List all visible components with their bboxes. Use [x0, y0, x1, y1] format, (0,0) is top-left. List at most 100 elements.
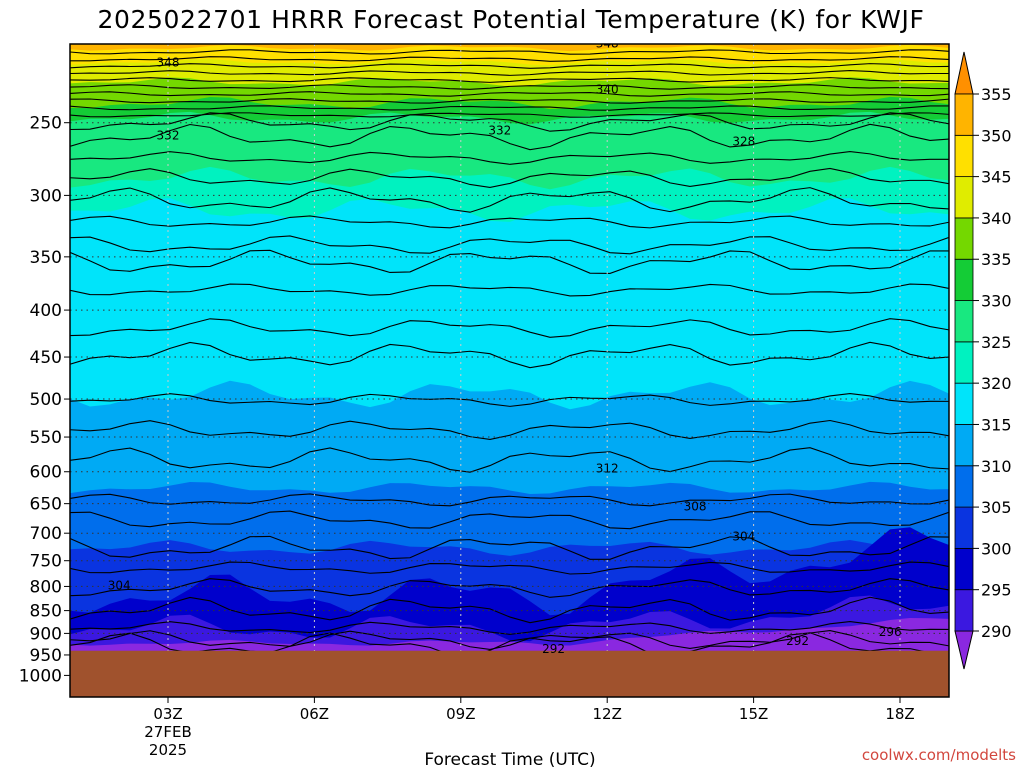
- y-tick-label-950: 950: [30, 646, 62, 666]
- x-date-label-1: 2025: [149, 741, 187, 759]
- y-tick-label-250: 250: [30, 114, 62, 134]
- colorbar-segment-12: [954, 93, 974, 136]
- contour-line-22: [70, 419, 949, 440]
- colorbar-segment-2: [954, 506, 974, 549]
- x-axis-label: Forecast Time (UTC): [424, 750, 595, 768]
- contour-line-4: [70, 77, 949, 83]
- contour-line-21: [70, 393, 949, 407]
- chart-title: 2025022701 HRRR Forecast Potential Tempe…: [98, 5, 925, 34]
- colorbar-label-300: 300: [981, 539, 1012, 558]
- colorbar-segment-4: [954, 424, 974, 467]
- contour-line-11: [70, 123, 949, 151]
- contour-label-15: 292: [542, 642, 565, 656]
- contour-line-0: [70, 49, 949, 55]
- colorbar: 355 350 345 340 335 330 325 320 315 310 305 300 295 2…: [954, 51, 1012, 670]
- contour-line-13: [70, 167, 949, 188]
- colorbar-label-340: 340: [981, 209, 1012, 228]
- contour-line-2: [70, 63, 949, 69]
- colorbar-label-355: 355: [981, 85, 1012, 104]
- colorbar-label-345: 345: [981, 168, 1012, 187]
- contour-label-14: 292: [786, 634, 809, 648]
- x-date-label-0: 27FEB: [144, 723, 191, 741]
- y-axis: 2503003504004505005506006507007508008509…: [19, 114, 70, 686]
- colorbar-label-330: 330: [981, 292, 1012, 311]
- colorbar-segment-5: [954, 382, 974, 425]
- colorbar-label-295: 295: [981, 581, 1012, 600]
- contour-line-26: [70, 535, 949, 560]
- colorbar-label-350: 350: [981, 126, 1012, 145]
- x-tick-label-3: 12Z: [593, 705, 622, 723]
- contour-label-6: 332: [488, 124, 511, 138]
- colorbar-segment-7: [954, 300, 974, 343]
- colorbar-label-315: 315: [981, 415, 1012, 434]
- contour-label-12: 304: [108, 578, 131, 592]
- colorbar-label-325: 325: [981, 333, 1012, 352]
- contour-line-6: [70, 91, 949, 97]
- contour-line-3: [70, 70, 949, 76]
- y-tick-label-1000: 1000: [19, 666, 62, 686]
- colorbar-label-305: 305: [981, 498, 1012, 517]
- colorbar-label-335: 335: [981, 250, 1012, 269]
- y-tick-label-400: 400: [30, 301, 62, 321]
- colorbar-bottom-arrow: [954, 630, 974, 670]
- contour-line-32: [70, 632, 949, 658]
- colorbar-segment-3: [954, 465, 974, 508]
- colorbar-segment-10: [954, 176, 974, 219]
- contour-label-5: 332: [157, 128, 180, 142]
- x-tick-label-1: 06Z: [300, 705, 329, 723]
- contour-line-17: [70, 249, 949, 274]
- y-tick-label-800: 800: [30, 577, 62, 597]
- contour-line-12: [70, 151, 949, 165]
- terrain: [70, 650, 949, 697]
- contour-line-16: [70, 235, 949, 255]
- contour-line-24: [70, 493, 949, 507]
- contour-line-19: [70, 318, 949, 338]
- plot-area: 3483483403363403323323283203123083043042…: [10, 37, 950, 698]
- contour-label-9: 312: [596, 461, 619, 475]
- y-tick-label-650: 650: [30, 495, 62, 515]
- colorbar-segment-11: [954, 134, 974, 178]
- plot-frame: [69, 43, 950, 698]
- contour-line-30: [70, 621, 949, 635]
- contour-line-31: [70, 629, 949, 650]
- contour-line-5: [70, 84, 949, 90]
- contour-label-4: 340: [596, 82, 619, 96]
- contour-label-13: 296: [879, 625, 902, 639]
- x-tick-label-5: 18Z: [885, 705, 914, 723]
- y-tick-label-300: 300: [30, 186, 62, 206]
- contour-line-8: [70, 105, 949, 111]
- contour-label-2: 340: [10, 79, 33, 93]
- x-tick-label-2: 09Z: [446, 705, 475, 723]
- colorbar-segment-0: [954, 589, 974, 632]
- y-tick-label-600: 600: [30, 463, 62, 483]
- colorbar-segment-1: [954, 547, 974, 591]
- y-tick-label-450: 450: [30, 348, 62, 368]
- y-tick-label-350: 350: [30, 248, 62, 268]
- colorbar-label-310: 310: [981, 457, 1012, 476]
- contour-line-29: [70, 596, 949, 624]
- contour-line-10: [70, 112, 949, 132]
- x-tick-label-0: 03Z: [153, 705, 182, 723]
- y-tick-label-700: 700: [30, 524, 62, 544]
- contour-label-1: 348: [596, 37, 619, 51]
- contour-label-10: 308: [684, 500, 707, 514]
- y-tick-label-500: 500: [30, 390, 62, 410]
- colorbar-segment-6: [954, 341, 974, 384]
- y-tick-label-850: 850: [30, 602, 62, 622]
- contour-label-7: 328: [732, 134, 755, 148]
- colorbar-segment-8: [954, 258, 974, 301]
- y-tick-label-900: 900: [30, 624, 62, 644]
- y-tick-label-550: 550: [30, 428, 62, 448]
- filled-contours: 3483483403363403323323283203123083043042…: [10, 37, 949, 697]
- colorbar-label-320: 320: [981, 374, 1012, 393]
- contour-line-18: [70, 283, 949, 297]
- contour-line-7: [70, 98, 949, 104]
- contour-label-0: 348: [157, 56, 180, 70]
- colorbar-top-arrow: [954, 51, 974, 95]
- y-tick-label-750: 750: [30, 552, 62, 572]
- contour-label-11: 304: [732, 530, 755, 544]
- contour-line-25: [70, 510, 949, 530]
- contour-line-23: [70, 447, 949, 473]
